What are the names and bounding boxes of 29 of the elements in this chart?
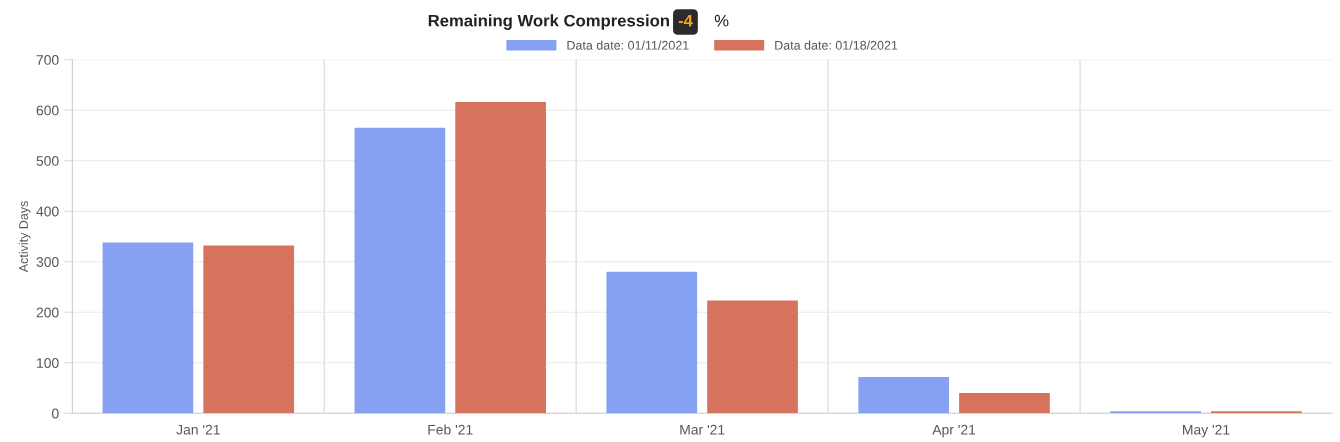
x-tick-label: Feb '21 <box>428 424 473 435</box>
bar <box>354 127 446 414</box>
bar <box>455 102 546 414</box>
bar <box>606 271 698 414</box>
y-tick-label: 200 <box>36 307 59 318</box>
bar <box>1211 411 1302 414</box>
x-tick-label: May '21 <box>1183 424 1230 438</box>
bar <box>858 376 950 414</box>
text: -4 <box>678 14 693 27</box>
bar <box>1110 411 1201 414</box>
x-tick-label: Apr '21 <box>932 424 976 438</box>
bar <box>102 242 194 414</box>
chart-title: Remaining Work Compression <box>428 14 669 30</box>
y-tick-label: 0 <box>51 408 59 419</box>
y-tick-label: 400 <box>36 206 59 217</box>
bar <box>203 245 295 414</box>
bar <box>707 300 798 414</box>
x-tick-label: Mar '21 <box>680 424 725 435</box>
y-tick-label: 700 <box>36 55 59 65</box>
y-tick-label: 300 <box>36 257 59 267</box>
legend-label: Data date: 01/18/2021 <box>775 40 898 50</box>
text: % <box>714 14 729 27</box>
legend-label: Data date: 01/11/2021 <box>567 40 689 50</box>
x-tick-label: Jan '21 <box>176 424 220 435</box>
y-axis-title: Activity Days <box>18 201 31 273</box>
y-tick-label: 100 <box>37 358 59 368</box>
y-tick-label: 600 <box>36 105 59 116</box>
y-tick-label: 500 <box>36 156 59 166</box>
bar <box>959 393 1050 414</box>
